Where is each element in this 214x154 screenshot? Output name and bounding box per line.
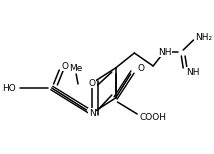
Text: NH: NH xyxy=(186,67,199,77)
Text: Me: Me xyxy=(70,63,83,73)
Text: O: O xyxy=(89,79,96,87)
Text: O: O xyxy=(61,61,68,71)
Text: O: O xyxy=(137,63,144,73)
Text: NH: NH xyxy=(158,47,171,57)
Text: COOH: COOH xyxy=(139,113,166,122)
Text: N: N xyxy=(89,109,95,118)
Text: HO: HO xyxy=(2,83,16,93)
Text: NH₂: NH₂ xyxy=(195,32,213,41)
